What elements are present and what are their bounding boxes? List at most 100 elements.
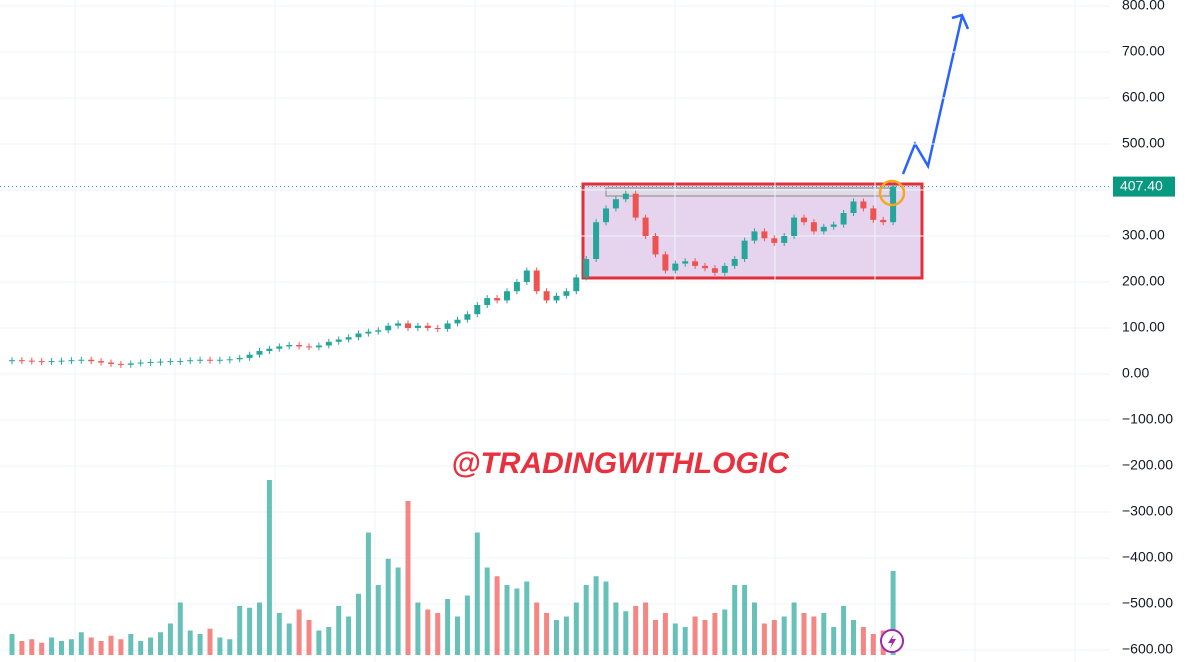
plot: [0, 0, 1110, 662]
y-tick-label: −200.00: [1122, 457, 1173, 473]
candle: [801, 217, 807, 223]
volume-bar: [445, 599, 451, 655]
candle: [652, 236, 659, 255]
candle: [771, 238, 778, 243]
candle: [424, 325, 431, 329]
candle: [355, 333, 362, 338]
candle: [345, 337, 352, 340]
volume-bar: [504, 585, 510, 655]
volume-bar: [405, 501, 411, 655]
volume-bar: [890, 571, 896, 655]
candle: [414, 325, 421, 329]
volume-bar: [524, 581, 530, 655]
candle: [167, 361, 174, 363]
volume-bar: [148, 637, 154, 655]
volume-bar: [455, 616, 460, 655]
candle: [325, 341, 332, 346]
volume-bar: [49, 637, 55, 655]
volume-bar: [851, 620, 856, 655]
candle: [306, 346, 312, 348]
volume-bar: [326, 627, 332, 655]
candle: [335, 339, 342, 342]
volume-bar: [613, 602, 619, 655]
volume-bar: [266, 480, 272, 655]
y-tick-label: 700.00: [1122, 43, 1165, 59]
volume-bar: [653, 620, 658, 655]
volume-bar: [187, 630, 193, 655]
volume-bar: [563, 616, 569, 655]
volume-bar: [761, 623, 767, 655]
volume-bar: [464, 595, 470, 655]
candle: [108, 362, 114, 364]
candle: [246, 354, 253, 358]
candle: [603, 208, 609, 223]
volume-bar: [316, 630, 322, 655]
candle: [127, 363, 134, 365]
volume-bar: [385, 558, 391, 655]
volume-bar: [167, 623, 173, 655]
y-tick-label: −600.00: [1122, 641, 1173, 657]
last-price-label: 407.40: [1120, 177, 1163, 193]
volume-bar: [554, 620, 559, 655]
volume-bar: [484, 567, 490, 655]
candle: [88, 359, 95, 362]
candle: [454, 319, 461, 324]
candle: [286, 345, 293, 347]
volume-bar: [88, 637, 94, 655]
volume-bar: [494, 576, 500, 655]
volume-bar: [375, 585, 381, 655]
volume-bar: [39, 642, 45, 655]
volume-bar: [623, 611, 629, 655]
candle: [216, 359, 223, 361]
candle: [18, 360, 25, 362]
volume-bar: [662, 613, 668, 655]
volume-bar: [29, 639, 35, 655]
candle: [504, 291, 510, 301]
volume-bar: [118, 639, 124, 655]
candle: [444, 323, 451, 329]
volume-bar: [870, 634, 876, 655]
volume-bar: [474, 532, 480, 655]
volume-bar: [59, 641, 64, 655]
candle: [850, 201, 857, 213]
volume-bar: [583, 585, 589, 655]
volume-bar: [158, 632, 163, 655]
resistance-zone: [605, 187, 891, 197]
candle: [38, 361, 45, 363]
candle: [494, 298, 501, 301]
volume-bar: [742, 585, 748, 655]
candle: [177, 361, 184, 363]
candle: [791, 217, 798, 237]
candle: [830, 224, 837, 227]
candle: [880, 219, 887, 223]
volume-bar: [643, 602, 649, 655]
candle: [385, 325, 392, 331]
volume-bar: [821, 613, 827, 655]
candle: [226, 359, 233, 361]
y-tick-label: 100.00: [1122, 319, 1165, 335]
candle: [543, 291, 550, 301]
candle: [137, 362, 144, 364]
y-tick-label: −400.00: [1122, 549, 1173, 565]
y-tick-label: 800.00: [1122, 0, 1165, 13]
candle: [583, 259, 590, 278]
candle: [236, 357, 243, 360]
volume-bar: [207, 628, 213, 655]
volume-bar: [692, 616, 698, 655]
candle: [810, 222, 817, 232]
volume-bar: [68, 639, 74, 655]
volume-bar: [831, 627, 837, 655]
y-tick-label: 200.00: [1122, 273, 1165, 289]
candle: [395, 323, 402, 326]
candle: [315, 345, 322, 348]
candle: [48, 361, 55, 363]
candle: [553, 295, 560, 301]
candle: [523, 270, 530, 283]
candle: [781, 236, 788, 243]
y-tick-label: −300.00: [1122, 503, 1173, 519]
candle: [761, 231, 768, 239]
volume-bar: [841, 606, 847, 655]
candle: [296, 345, 303, 347]
candle: [207, 359, 213, 361]
